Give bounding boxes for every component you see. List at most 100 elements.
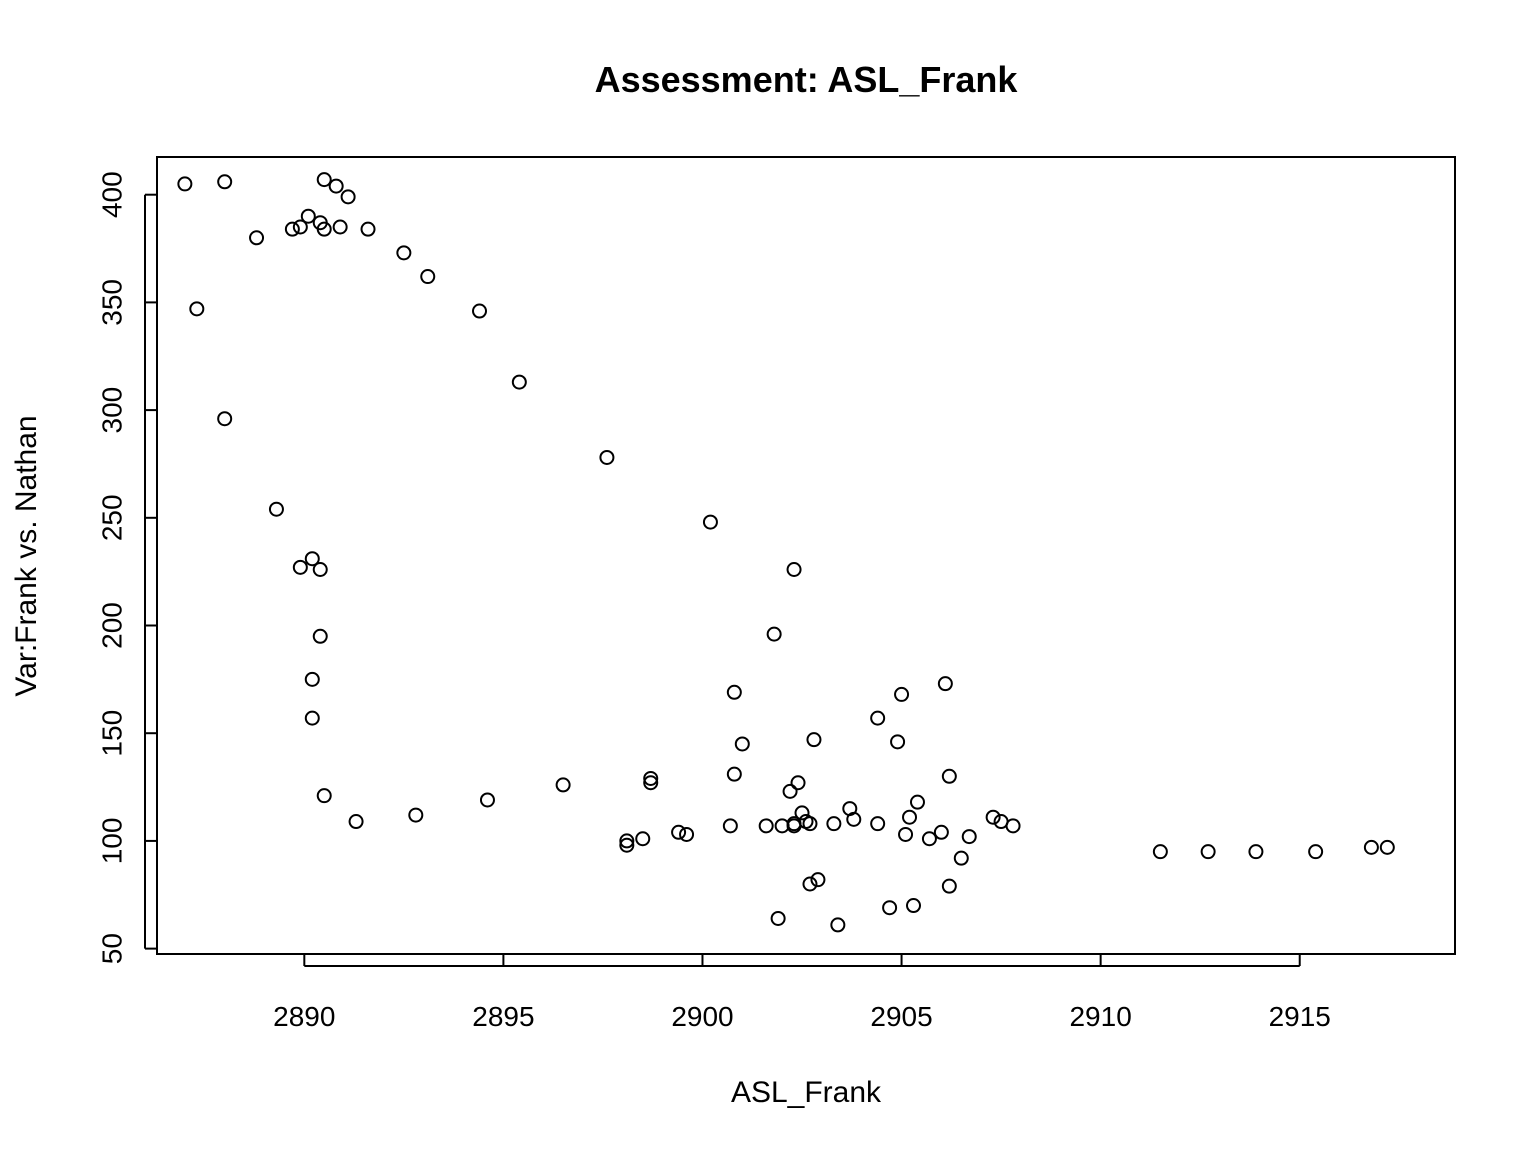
- data-point: [734, 736, 750, 752]
- data-point: [702, 514, 718, 530]
- data-point: [766, 626, 782, 642]
- data-point: [826, 816, 842, 832]
- data-point: [802, 876, 818, 892]
- data-point: [316, 172, 332, 188]
- data-point: [726, 766, 742, 782]
- data-point: [1005, 818, 1021, 834]
- y-tick-label: 300: [97, 387, 128, 434]
- data-point: [217, 411, 233, 427]
- data-point: [511, 374, 527, 390]
- data-point: [348, 814, 364, 830]
- y-tick-label: 150: [97, 710, 128, 757]
- data-point: [786, 562, 802, 578]
- data-point: [933, 824, 949, 840]
- data-point: [312, 628, 328, 644]
- data-point: [830, 917, 846, 933]
- data-point: [304, 551, 320, 567]
- data-point: [1200, 844, 1216, 860]
- data-point: [328, 178, 344, 194]
- data-point: [902, 809, 918, 825]
- data-point: [770, 910, 786, 926]
- data-point: [332, 219, 348, 235]
- chart-title: Assessment: ASL_Frank: [595, 59, 1019, 100]
- data-point: [961, 829, 977, 845]
- data-point: [292, 219, 308, 235]
- data-point: [599, 449, 615, 465]
- data-point: [941, 768, 957, 784]
- y-axis-label: Var:Frank vs. Nathan: [10, 415, 43, 696]
- data-point: [177, 176, 193, 192]
- data-point: [870, 816, 886, 832]
- y-tick-label: 200: [97, 602, 128, 649]
- data-point: [941, 878, 957, 894]
- data-point: [1379, 839, 1395, 855]
- x-tick-label: 2910: [1069, 1001, 1131, 1032]
- y-tick-label: 350: [97, 279, 128, 326]
- x-tick-label: 2905: [870, 1001, 932, 1032]
- data-point: [340, 189, 356, 205]
- y-tick-label: 250: [97, 494, 128, 541]
- data-point: [774, 818, 790, 834]
- data-point: [894, 686, 910, 702]
- data-point: [643, 775, 659, 791]
- data-point: [479, 792, 495, 808]
- data-point: [619, 833, 635, 849]
- data-point: [846, 811, 862, 827]
- data-point: [292, 559, 308, 575]
- data-point: [472, 303, 488, 319]
- data-point: [189, 301, 205, 317]
- data-point: [870, 710, 886, 726]
- data-point: [921, 831, 937, 847]
- x-axis: 2890 2895 2900 2905 2910 2915: [273, 954, 1331, 1032]
- data-point: [810, 872, 826, 888]
- data-point: [1308, 844, 1324, 860]
- data-point: [1363, 839, 1379, 855]
- data-point: [1248, 844, 1264, 860]
- data-point: [304, 710, 320, 726]
- data-point: [909, 794, 925, 810]
- data-point: [726, 684, 742, 700]
- data-point: [312, 562, 328, 578]
- data-point: [643, 770, 659, 786]
- data-point: [758, 818, 774, 834]
- data-point: [619, 837, 635, 853]
- data-point: [304, 671, 320, 687]
- data-point: [316, 788, 332, 804]
- data-point: [937, 676, 953, 692]
- data-point: [1152, 844, 1168, 860]
- data-point: [635, 831, 651, 847]
- data-point: [408, 807, 424, 823]
- data-point: [679, 826, 695, 842]
- data-point: [671, 824, 687, 840]
- data-point: [898, 826, 914, 842]
- data-point: [882, 900, 898, 916]
- data-point: [555, 777, 571, 793]
- data-points: [177, 172, 1395, 933]
- x-tick-label: 2900: [671, 1001, 733, 1032]
- data-point: [722, 818, 738, 834]
- plot-frame: [156, 156, 1456, 955]
- data-point: [906, 898, 922, 914]
- data-point: [217, 174, 233, 190]
- data-point: [268, 501, 284, 517]
- x-tick-label: 2890: [273, 1001, 335, 1032]
- data-point: [300, 208, 316, 224]
- x-tick-label: 2915: [1269, 1001, 1331, 1032]
- data-point: [786, 818, 802, 834]
- x-axis-label: ASL_Frank: [731, 1076, 882, 1109]
- data-point: [794, 805, 810, 821]
- data-point: [782, 783, 798, 799]
- data-point: [985, 809, 1001, 825]
- data-point: [790, 775, 806, 791]
- data-point: [396, 245, 412, 261]
- data-point: [802, 816, 818, 832]
- y-tick-label: 50: [97, 933, 128, 964]
- data-point: [316, 221, 332, 237]
- data-point: [360, 221, 376, 237]
- data-point: [890, 734, 906, 750]
- data-point: [284, 221, 300, 237]
- data-point: [953, 850, 969, 866]
- data-point: [249, 230, 265, 246]
- x-tick-label: 2895: [472, 1001, 534, 1032]
